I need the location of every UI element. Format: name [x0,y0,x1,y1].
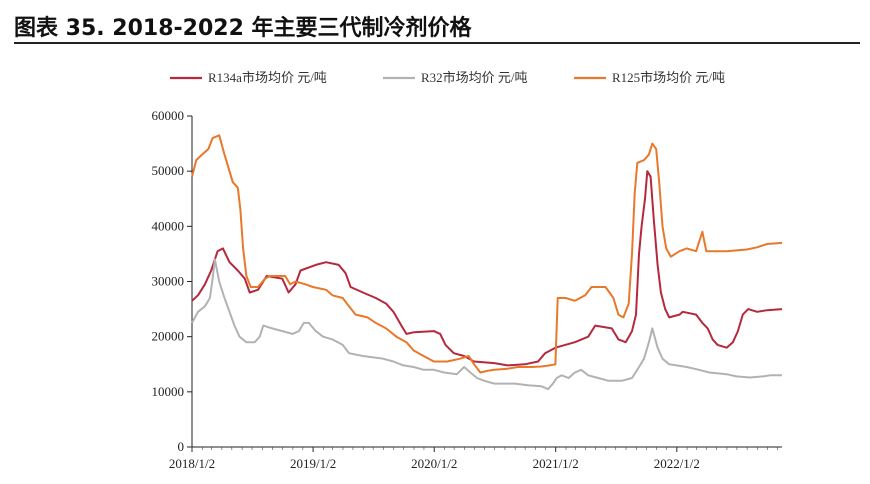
x-axis: 2018/1/2 2019/1/2 2020/1/2 2021/1/2 2022/1/2 [169,446,782,471]
chart-legend: R134a市场均价 元/吨 R32市场均价 元/吨 R125市场均价 元/吨 [170,70,725,85]
y-tick-label: 10000 [152,384,185,399]
y-axis: 0 10000 20000 30000 40000 50000 60000 [152,108,193,454]
title-rule [14,42,860,44]
y-tick-label: 50000 [152,163,185,178]
figure-title: 图表 35. 2018-2022 年主要三代制冷剂价格 [14,16,472,41]
plot-area [191,134,783,391]
series-line-1 [191,258,782,391]
y-tick-label: 40000 [152,218,185,233]
x-tick-label: 2022/1/2 [654,456,700,471]
y-tick-label: 30000 [152,274,185,289]
y-tick-label: 0 [178,439,185,454]
series-line-0 [191,170,783,367]
legend-label-2: R125市场均价 元/吨 [612,70,725,85]
x-tick-label: 2019/1/2 [290,456,336,471]
series-line-2 [191,134,783,374]
y-tick-label: 20000 [152,329,185,344]
y-tick-label: 60000 [152,108,185,123]
x-tick-label: 2020/1/2 [411,456,457,471]
x-tick-label: 2021/1/2 [533,456,579,471]
x-tick-label: 2018/1/2 [169,456,215,471]
legend-label-1: R32市场均价 元/吨 [421,70,528,85]
legend-label-0: R134a市场均价 元/吨 [208,70,327,85]
